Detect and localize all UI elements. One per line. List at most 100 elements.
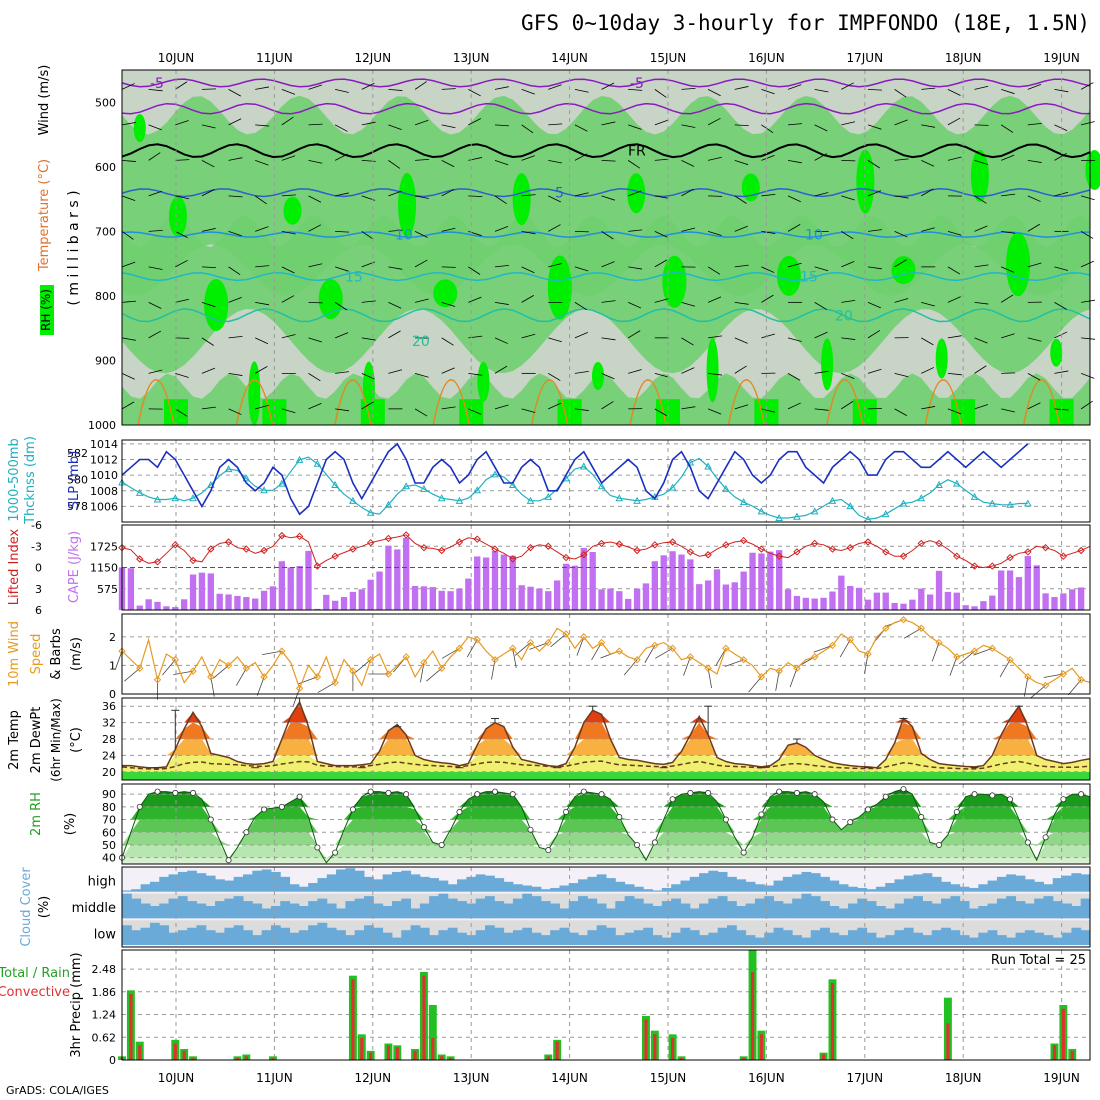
lifted-index-point [242,545,251,553]
cloud-cell [615,935,626,945]
cloud-cell [215,901,225,919]
lifted-index-point [491,545,499,553]
cloud-cell [168,874,179,892]
slp-line [121,442,1029,516]
wind-barb [734,124,749,126]
wind-barb [974,365,987,374]
wind-barb [468,89,481,97]
wind-barb [841,400,854,410]
cloud-cell [280,927,291,945]
cloud-cell [168,932,179,945]
wind-label: 10m Wind [7,621,22,687]
rh-saturated-patch [821,338,834,391]
precip-total-label: Total / Rain [0,966,70,981]
wind-barb [628,124,642,130]
wind-speed-point [615,647,624,655]
wind-barb [627,160,641,169]
rh-point [847,819,854,826]
cloud-cell [308,883,318,892]
cloud-cell [354,930,365,945]
cloud-cell [280,876,291,892]
wind-barb [974,264,989,268]
wind-speed-point [704,664,712,672]
wind-barb [574,266,589,272]
lifted-index-point [278,531,286,540]
cloud-cell [410,874,421,892]
cloud-cell [419,876,430,892]
cloud-cell [1080,930,1091,945]
wind-barb [308,224,322,232]
wind-barb [734,195,747,204]
cloud-cell [633,886,644,892]
wind-barb [761,333,775,339]
cape-bar [607,588,614,610]
cloud-cell [122,890,132,892]
wind-speed-point [935,638,943,647]
cape-bar [198,572,206,610]
thickness-point [881,510,890,518]
minmax-label: (6hr Min/Max) [49,698,63,782]
wind-barb [814,88,829,93]
thickness-point [455,496,464,504]
cloud-cell [205,906,216,919]
cape-bar [163,606,170,610]
lifted-index-point [509,555,517,563]
wind-barb [683,656,691,676]
wind-speed-point [242,664,251,672]
cloud-cell [754,898,765,919]
wind-speed-point [864,650,872,658]
cape-bar [314,608,321,610]
cloud-cell [308,901,318,919]
wind-barb [148,266,163,270]
wind-barb [262,650,282,656]
cloud-cell [233,876,244,892]
cloud-cell [140,903,151,919]
precip-convective-bar [555,1041,559,1060]
wind-barb [514,642,531,656]
lifted-index-point [615,540,624,548]
cloud-cell [568,932,579,945]
panel-frame [121,783,1091,865]
lifted-index-point [793,548,801,556]
cloud-cell [1024,930,1035,945]
cloud-cell [652,890,663,892]
wind-barb [947,117,961,126]
wind-barb [931,642,940,662]
rh-point [296,793,303,800]
wind-barb [788,123,803,126]
cloud-cell [950,930,961,945]
wind-barb [228,89,242,97]
wind-barb [426,667,442,682]
wind-speed-point [526,638,535,647]
cape-bar [243,597,250,610]
cloud-cell [810,873,821,892]
cloud-cell [494,901,505,919]
cloud-cell [512,884,523,892]
y-tick-label: 40 [102,852,116,865]
cloud-cell [950,884,961,892]
cloud-cell [429,878,439,892]
panel-frame [121,613,1091,695]
wind-barb [787,373,801,381]
wind-barb [494,124,509,127]
y-tick-label: 60 [102,826,116,839]
cloud-cell [457,932,467,945]
rh-point [349,806,356,813]
cloud-cell [298,930,309,945]
cape-bar [811,598,818,610]
cape-bar [180,599,188,610]
wind-speed-point [278,647,286,655]
wind-barb [255,86,270,90]
cape-bar [234,595,241,610]
wind-speed-point [295,684,304,692]
cloud-cell [224,927,235,945]
precip-unit-label: 3hr Precip (mm) [69,952,84,1057]
cloud-cell [959,935,970,945]
wind-speed-point [668,644,677,652]
wind-barb [947,296,961,303]
wind-barb [974,195,987,204]
wind-barb [681,406,696,410]
panel-frame [121,439,1091,523]
wind-speed-point [402,653,410,661]
wind-speed-point [953,653,961,661]
